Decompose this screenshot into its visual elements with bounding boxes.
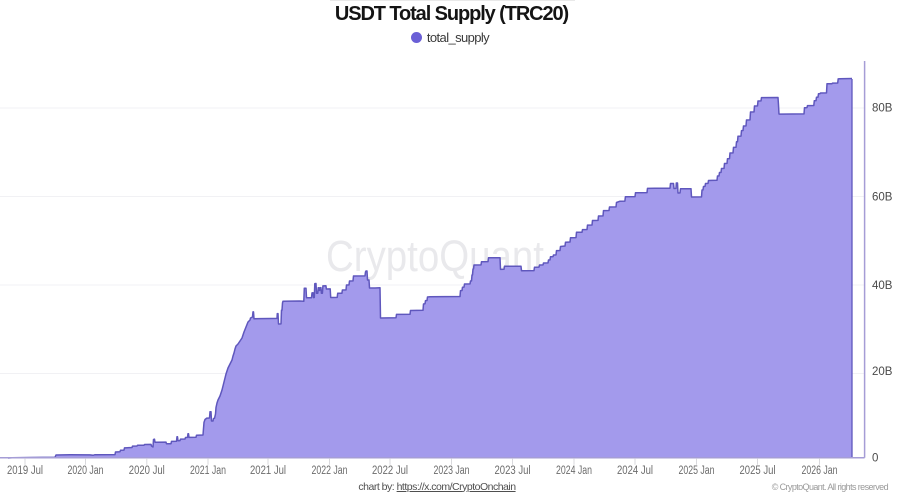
svg-text:2022 Jul: 2022 Jul xyxy=(372,465,408,477)
svg-text:0: 0 xyxy=(872,453,878,465)
svg-text:2025 Jul: 2025 Jul xyxy=(740,465,776,477)
svg-text:2021 Jan: 2021 Jan xyxy=(190,465,226,477)
svg-text:2023 Jul: 2023 Jul xyxy=(495,465,531,477)
svg-text:2020 Jan: 2020 Jan xyxy=(68,465,104,477)
svg-text:2022 Jan: 2022 Jan xyxy=(312,465,348,477)
svg-text:2020 Jul: 2020 Jul xyxy=(129,465,165,477)
svg-text:2024 Jan: 2024 Jan xyxy=(556,465,592,477)
svg-text:2024 Jul: 2024 Jul xyxy=(617,465,653,477)
svg-text:2025 Jan: 2025 Jan xyxy=(679,465,715,477)
svg-text:20B: 20B xyxy=(872,366,893,378)
svg-text:40B: 40B xyxy=(872,280,893,292)
svg-text:2023 Jan: 2023 Jan xyxy=(434,465,470,477)
svg-text:2019 Jul: 2019 Jul xyxy=(7,465,43,477)
svg-text:2026 Jan: 2026 Jan xyxy=(802,465,838,477)
svg-text:60B: 60B xyxy=(872,192,893,204)
svg-text:2021 Jul: 2021 Jul xyxy=(250,465,286,477)
svg-text:80B: 80B xyxy=(872,103,893,115)
